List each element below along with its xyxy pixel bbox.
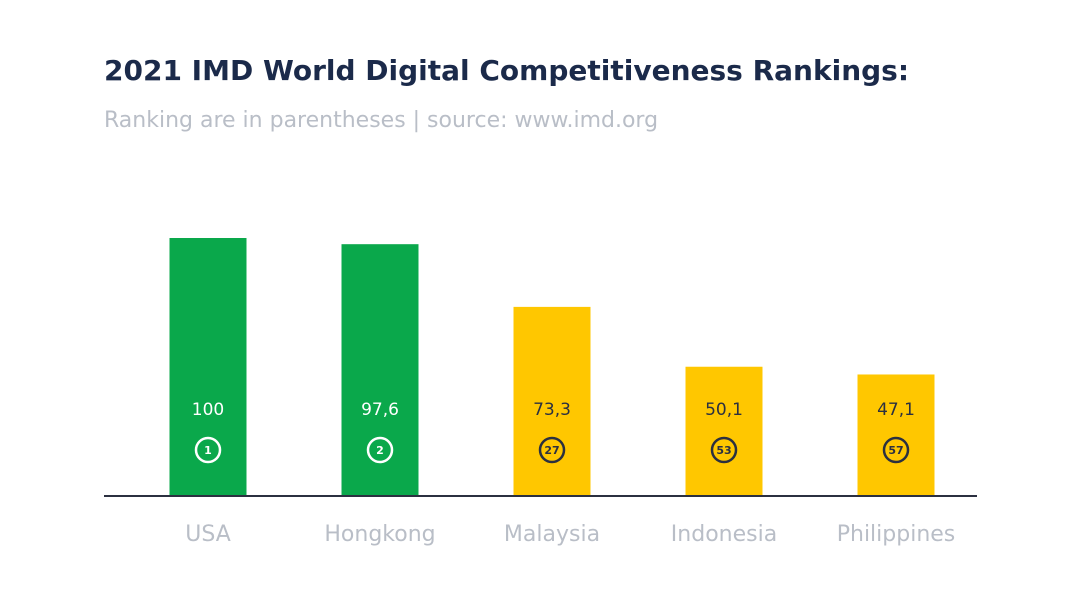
bar: [341, 244, 419, 496]
ranking-label: 57: [888, 444, 903, 457]
ranking-badge: [710, 436, 738, 464]
ranking-label: 27: [544, 444, 559, 457]
value-label: 73,3: [533, 400, 571, 420]
ranking-label: 2: [376, 444, 384, 457]
x-tick-label: Malaysia: [504, 522, 600, 547]
x-tick-label: Hongkong: [324, 522, 435, 547]
value-label: 47,1: [877, 400, 915, 420]
ranking-label: 1: [204, 444, 212, 457]
value-label: 50,1: [705, 400, 743, 420]
ranking-label: 53: [716, 444, 731, 457]
bar: [513, 306, 591, 496]
ranking-badge: [366, 436, 394, 464]
value-label: 100: [192, 400, 224, 420]
chart-title: 2021 IMD World Digital Competitiveness R…: [104, 54, 909, 87]
bar: [169, 238, 247, 496]
x-tick-label: Philippines: [837, 522, 956, 547]
bar: [685, 366, 763, 496]
ranking-badge: [194, 436, 222, 464]
bar: [857, 374, 935, 496]
chart-subtitle: Ranking are in parentheses | source: www…: [104, 108, 658, 133]
value-label: 97,6: [361, 400, 399, 420]
x-tick-label: Indonesia: [671, 522, 777, 547]
ranking-badge: [882, 436, 910, 464]
x-tick-label: USA: [185, 522, 231, 547]
ranking-badge: [538, 436, 566, 464]
